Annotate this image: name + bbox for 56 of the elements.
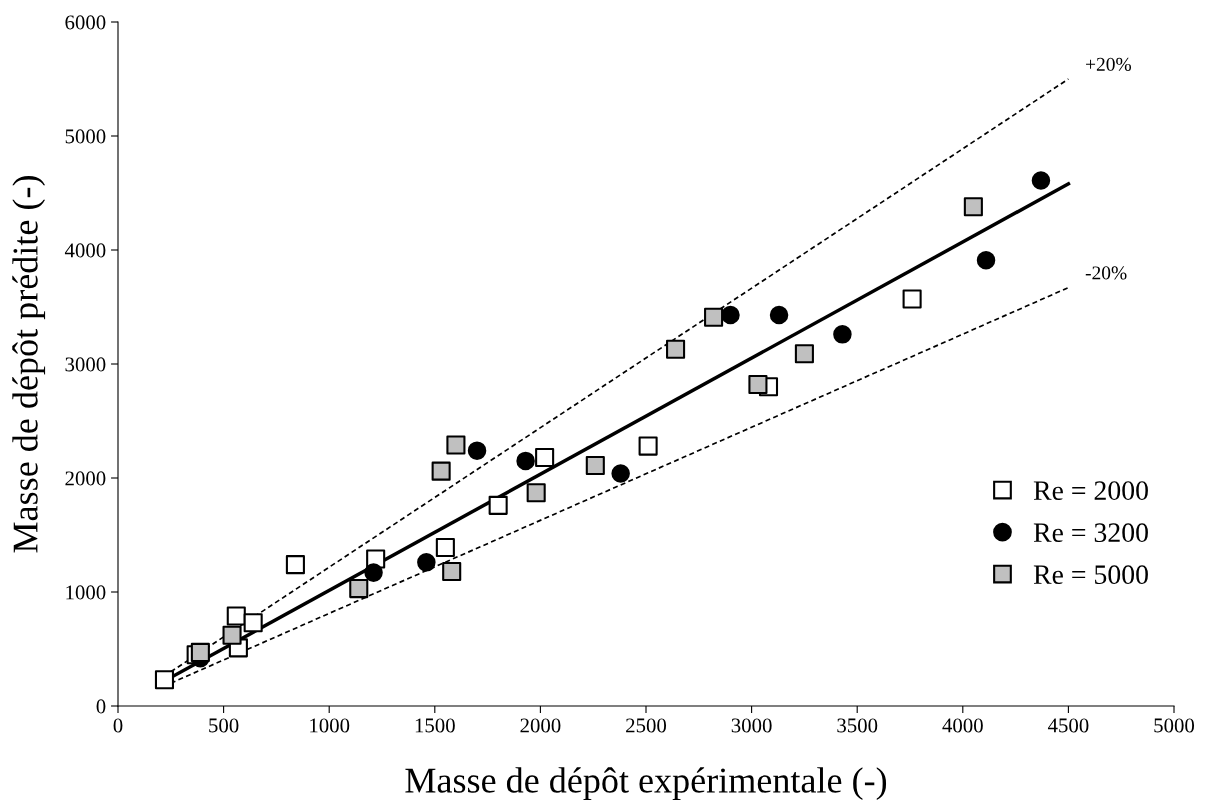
point (526, 483, 546, 503)
x-tick-label: 3000 (731, 718, 772, 733)
point (243, 613, 263, 633)
x-tick-label: 1000 (310, 718, 350, 733)
point (435, 538, 455, 558)
x-tick-label: 500 (209, 718, 239, 733)
point (364, 563, 383, 582)
point (611, 464, 630, 483)
point (585, 455, 605, 475)
point (963, 197, 983, 217)
y-tick-label: 1000 (66, 585, 106, 600)
point (446, 435, 466, 455)
x-tick-label: 0 (113, 718, 123, 733)
point (704, 307, 724, 327)
y-tick-label: 5000 (65, 129, 106, 144)
point (154, 670, 175, 690)
legend-label: Re = 2000 (1033, 481, 1148, 501)
y-axis-title: Masse de dépôt prédite (-) (12, 176, 46, 553)
x-tick-label: 2500 (626, 718, 667, 733)
x-tick-label: 3500 (837, 718, 878, 733)
point (794, 344, 814, 364)
y-tick-label: 2000 (65, 471, 106, 486)
x-tick-label: 2000 (520, 718, 561, 733)
point (721, 305, 740, 325)
x-tick-label: 1500 (415, 718, 455, 733)
point (467, 441, 487, 460)
x-tick-label: 4500 (1047, 718, 1089, 733)
y-tick-label: 0 (96, 699, 106, 714)
y-tick-label: 3000 (65, 357, 106, 372)
point (516, 451, 535, 471)
point (488, 495, 508, 515)
y-tick-label: 6000 (65, 15, 106, 30)
point (417, 553, 436, 572)
point (976, 251, 996, 270)
point (1031, 171, 1051, 190)
point (442, 561, 462, 582)
point (431, 461, 451, 481)
point (222, 625, 242, 645)
legend-label: Re = 3200 (1033, 523, 1148, 543)
legend-label: Re = 5000 (1033, 565, 1148, 585)
x-axis-title: Masse de dépôt expérimentale (-) (405, 767, 887, 801)
y-tick-label: 4000 (64, 243, 106, 258)
point (349, 579, 369, 599)
point (769, 305, 789, 325)
point (666, 339, 686, 359)
point (285, 555, 305, 575)
point (535, 447, 555, 468)
annotation: -20% (1085, 266, 1127, 280)
point (226, 606, 246, 626)
x-tick-label: 4000 (942, 718, 983, 733)
x-tick-label: 5000 (1154, 718, 1195, 733)
annotation: +20% (1086, 57, 1132, 71)
point (748, 374, 768, 395)
point (902, 289, 922, 309)
point (833, 325, 852, 344)
point (638, 436, 658, 456)
